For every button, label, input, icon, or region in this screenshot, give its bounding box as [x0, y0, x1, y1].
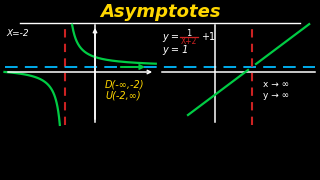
Text: x → ∞: x → ∞	[263, 80, 289, 89]
Text: X+2: X+2	[181, 37, 197, 46]
Text: U(-2,∞): U(-2,∞)	[105, 90, 140, 100]
Text: Asymptotes: Asymptotes	[100, 3, 220, 21]
Text: +1: +1	[201, 32, 215, 42]
Text: 1: 1	[186, 28, 192, 37]
Text: y → ∞: y → ∞	[263, 91, 289, 100]
Text: y = 1: y = 1	[162, 45, 188, 55]
Text: D(-∞,-2): D(-∞,-2)	[105, 79, 145, 89]
Text: X=-2: X=-2	[6, 28, 28, 37]
Text: y =: y =	[162, 32, 179, 42]
